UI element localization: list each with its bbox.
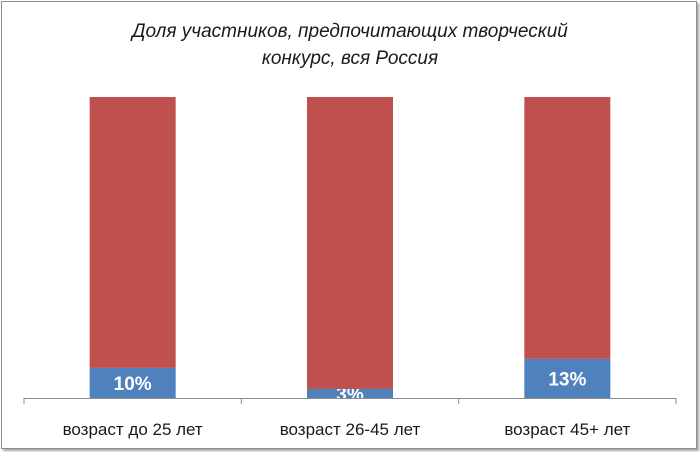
- bar-segment: [89, 367, 176, 398]
- data-label: 10%: [114, 374, 152, 395]
- chart-title-line-2: конкурс, вся Россия: [261, 48, 439, 69]
- chart-title: Доля участников, предпочитающих творческ…: [60, 18, 640, 72]
- x-tick-label: возраст до 25 лет: [63, 420, 203, 439]
- chart-title-line-1: Доля участников, предпочитающих творческ…: [132, 21, 568, 42]
- bar-segment: [524, 358, 611, 398]
- x-tick-label: возраст 26-45 лет: [280, 420, 421, 439]
- bar-segment: [524, 97, 611, 359]
- data-label: 3%: [336, 384, 364, 405]
- x-tick-label: возраст 45+ лет: [504, 420, 630, 439]
- bar-segment: [307, 97, 393, 389]
- bar-segment: [307, 388, 393, 398]
- data-label: 13%: [548, 369, 586, 390]
- bar-segment: [89, 97, 176, 368]
